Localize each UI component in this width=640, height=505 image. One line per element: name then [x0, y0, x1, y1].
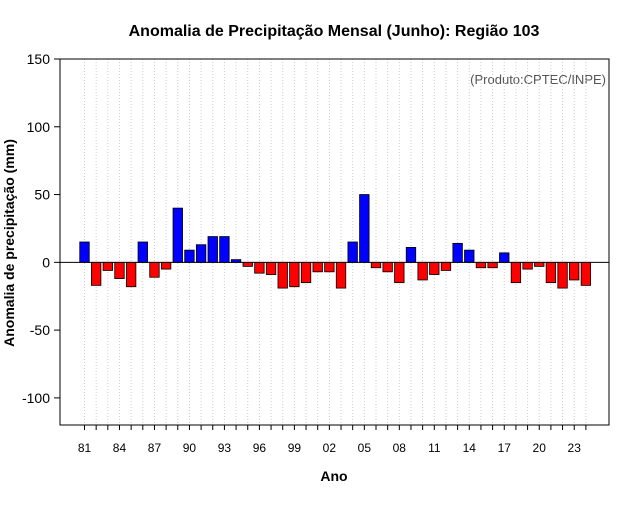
- bar-2022: [557, 261, 568, 289]
- bar-1999: [289, 261, 300, 288]
- bar-2004: [347, 241, 358, 263]
- x-tick-label: 90: [183, 441, 197, 455]
- x-tick-label: 81: [78, 441, 92, 455]
- bar-1991: [195, 244, 207, 263]
- bar-2000: [300, 261, 312, 284]
- x-tick-label: 23: [568, 441, 582, 455]
- x-tick-label: 17: [498, 441, 512, 455]
- bar-1998: [277, 261, 288, 289]
- bars: [79, 194, 592, 289]
- x-tick-label: 02: [323, 441, 337, 455]
- bar-1995: [242, 261, 253, 267]
- bar-1984: [114, 261, 125, 280]
- y-tick-label: 0: [42, 254, 50, 270]
- x-tick-label: 20: [533, 441, 547, 455]
- x-tick-label: 93: [218, 441, 232, 455]
- bar-1997: [265, 261, 277, 275]
- bar-1990: [184, 249, 195, 263]
- bar-2001: [312, 261, 323, 273]
- bar-2023: [569, 261, 580, 281]
- bar-2015: [475, 261, 487, 269]
- bar-1986: [137, 241, 148, 263]
- y-tick-label: 100: [27, 119, 51, 135]
- x-tick-label: 87: [148, 441, 162, 455]
- bar-2013: [452, 242, 463, 263]
- x-tick-label: 96: [253, 441, 267, 455]
- bar-2003: [335, 261, 347, 289]
- bar-2020: [534, 261, 545, 267]
- bar-2011: [429, 261, 440, 275]
- bar-1985: [125, 261, 137, 288]
- y-tick-label: -50: [30, 322, 50, 338]
- grid: [84, 59, 587, 425]
- x-tick-label: 08: [393, 441, 407, 455]
- bar-1988: [160, 261, 172, 270]
- bar-1987: [149, 261, 160, 278]
- bar-2018: [510, 261, 522, 284]
- bar-1983: [102, 261, 113, 271]
- chart-title: Anomalia de Precipitação Mensal (Junho):…: [129, 23, 540, 40]
- bar-2016: [487, 261, 498, 269]
- y-axis-label: Anomalia de precipitação (mm): [1, 139, 17, 347]
- bar-2007: [382, 261, 393, 273]
- bar-2019: [522, 261, 533, 270]
- bar-1981: [79, 241, 90, 263]
- x-tick-label: 05: [358, 441, 372, 455]
- bar-2021: [545, 261, 557, 284]
- x-tick-label: 99: [288, 441, 302, 455]
- bar-2024: [580, 261, 592, 286]
- x-tick-label: 11: [428, 441, 441, 455]
- y-tick-label: -100: [22, 390, 50, 406]
- bar-2009: [405, 247, 417, 263]
- plot-border: [59, 58, 610, 426]
- bar-2014: [464, 249, 475, 263]
- bar-2002: [324, 261, 335, 273]
- x-axis-label: Ano: [320, 468, 347, 484]
- bar-1992: [207, 236, 218, 263]
- axes: 150 100 50 0 -50 -100 81 84 87 90 93 96 99 02 05 08 11 14…: [22, 51, 610, 455]
- bar-2006: [370, 261, 382, 269]
- bar-1996: [254, 261, 265, 274]
- bar-1993: [219, 236, 230, 263]
- bar-2005: [359, 194, 370, 263]
- y-tick-label: 50: [34, 187, 50, 203]
- bar-1982: [91, 261, 102, 286]
- bar-1989: [172, 207, 183, 263]
- x-tick-label: 84: [113, 441, 127, 455]
- bar-2010: [417, 261, 428, 281]
- bar-2012: [440, 261, 452, 271]
- bar-2008: [394, 261, 405, 284]
- bar-2017: [499, 252, 510, 263]
- x-tick-label: 14: [463, 441, 477, 455]
- y-tick-label: 150: [27, 51, 51, 67]
